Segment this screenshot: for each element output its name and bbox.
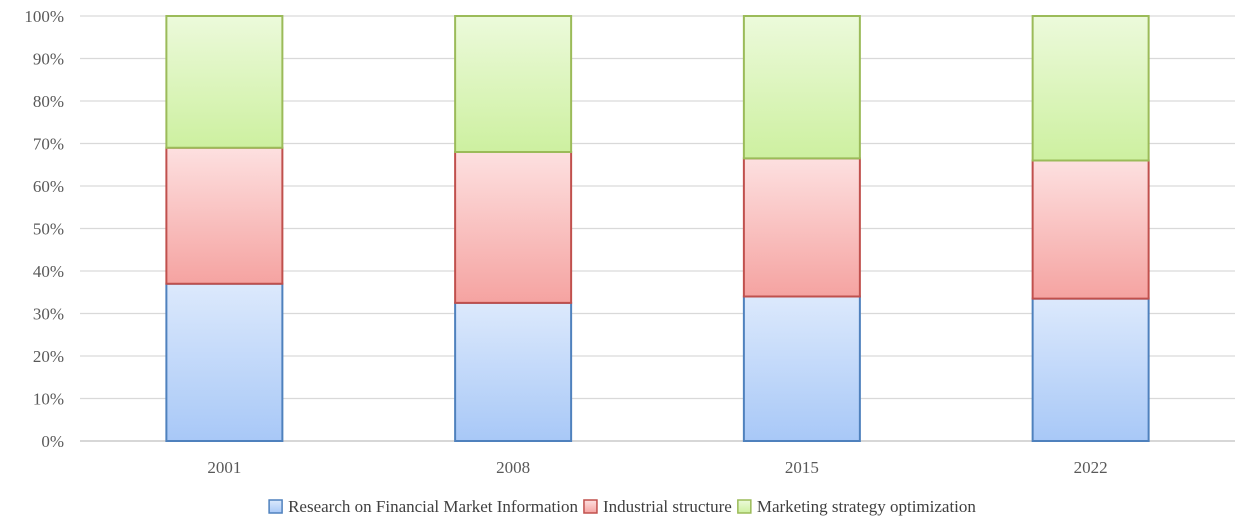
legend-label: Marketing strategy optimization: [757, 497, 977, 516]
legend-item: Research on Financial Market Information: [268, 497, 578, 516]
bar-group-2015: [742, 15, 861, 442]
x-tick-label: 2001: [207, 458, 241, 477]
bar-segment-industrial-structure-2008: [454, 151, 573, 304]
x-tick-label: 2022: [1074, 458, 1108, 477]
y-tick-label: 50%: [33, 220, 64, 239]
y-tick-label: 90%: [33, 50, 64, 69]
bar-segment-research-on-financial-market-information-2022: [1031, 297, 1150, 442]
y-tick-label: 0%: [41, 432, 64, 451]
legend-item: Marketing strategy optimization: [737, 497, 977, 516]
y-tick-label: 20%: [33, 347, 64, 366]
y-tick-label: 70%: [33, 135, 64, 154]
bar-segment-marketing-strategy-optimization-2008: [454, 15, 573, 153]
bar-segment-marketing-strategy-optimization-2015: [742, 15, 861, 160]
x-axis: 2001 2008 2015 2022: [207, 458, 1107, 477]
bar-segment-research-on-financial-market-information-2015: [742, 295, 861, 442]
bar-segment-research-on-financial-market-information-2008: [454, 301, 573, 442]
legend-swatch: [268, 499, 283, 514]
legend-label: Industrial structure: [603, 497, 732, 516]
bar-segment-industrial-structure-2022: [1031, 159, 1150, 300]
bars: [165, 15, 1150, 442]
bar-segment-marketing-strategy-optimization-2001: [165, 15, 284, 149]
bar-segment-marketing-strategy-optimization-2022: [1031, 15, 1150, 162]
y-tick-label: 40%: [33, 262, 64, 281]
x-tick-label: 2015: [785, 458, 819, 477]
bar-segment-industrial-structure-2001: [165, 146, 284, 285]
y-tick-label: 10%: [33, 390, 64, 409]
bar-group-2008: [454, 15, 573, 442]
legend: Research on Financial Market Information…: [268, 497, 977, 516]
y-axis: 0% 10% 20% 30% 40% 50% 60% 70% 80% 90% 100%: [24, 7, 64, 451]
bar-group-2022: [1031, 15, 1150, 442]
y-tick-label: 80%: [33, 92, 64, 111]
x-tick-label: 2008: [496, 458, 530, 477]
legend-label: Research on Financial Market Information: [288, 497, 578, 516]
legend-swatch: [737, 499, 752, 514]
bar-group-2001: [165, 15, 284, 442]
legend-swatch: [583, 499, 598, 514]
bar-segment-industrial-structure-2015: [742, 157, 861, 298]
legend-item: Industrial structure: [583, 497, 732, 516]
y-tick-label: 60%: [33, 177, 64, 196]
y-tick-label: 100%: [24, 7, 64, 26]
y-tick-label: 30%: [33, 305, 64, 324]
bar-segment-research-on-financial-market-information-2001: [165, 282, 284, 442]
